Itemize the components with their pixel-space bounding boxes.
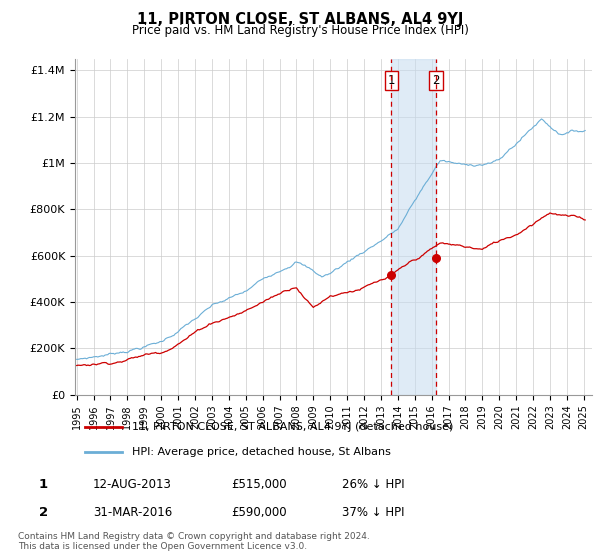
Text: HPI: Average price, detached house, St Albans: HPI: Average price, detached house, St A… bbox=[132, 447, 391, 457]
Text: 31-MAR-2016: 31-MAR-2016 bbox=[93, 506, 172, 520]
Text: 2: 2 bbox=[38, 506, 48, 520]
Text: 37% ↓ HPI: 37% ↓ HPI bbox=[342, 506, 404, 520]
Text: Contains HM Land Registry data © Crown copyright and database right 2024.
This d: Contains HM Land Registry data © Crown c… bbox=[18, 532, 370, 552]
Text: 2: 2 bbox=[432, 74, 440, 87]
Text: 1: 1 bbox=[38, 478, 48, 492]
Text: £515,000: £515,000 bbox=[231, 478, 287, 492]
Text: 11, PIRTON CLOSE, ST ALBANS, AL4 9YJ: 11, PIRTON CLOSE, ST ALBANS, AL4 9YJ bbox=[137, 12, 463, 27]
Text: £590,000: £590,000 bbox=[231, 506, 287, 520]
Text: 26% ↓ HPI: 26% ↓ HPI bbox=[342, 478, 404, 492]
Text: 11, PIRTON CLOSE, ST ALBANS, AL4 9YJ (detached house): 11, PIRTON CLOSE, ST ALBANS, AL4 9YJ (de… bbox=[132, 422, 453, 432]
Text: 12-AUG-2013: 12-AUG-2013 bbox=[93, 478, 172, 492]
Bar bbox=[391, 59, 436, 395]
Text: Price paid vs. HM Land Registry's House Price Index (HPI): Price paid vs. HM Land Registry's House … bbox=[131, 24, 469, 36]
Text: 1: 1 bbox=[388, 74, 395, 87]
